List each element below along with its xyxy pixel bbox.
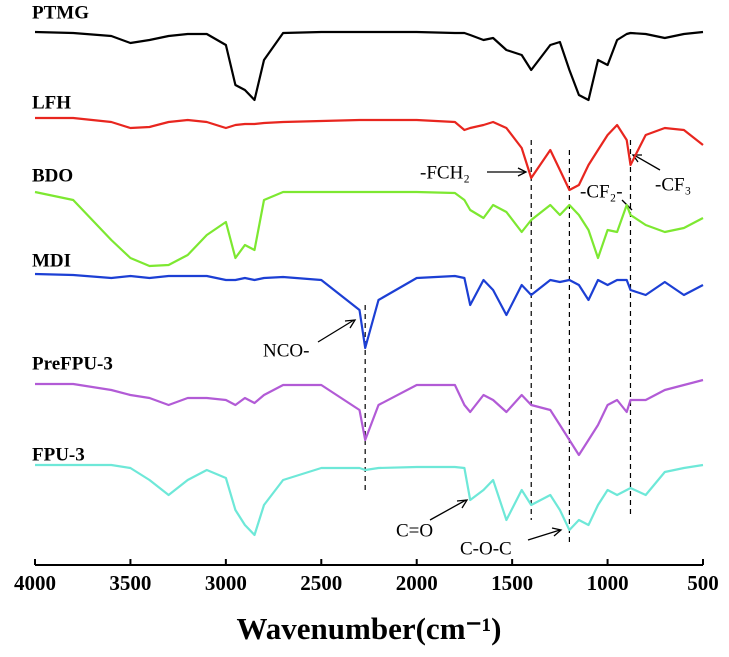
x-tick-label: 3500 (109, 571, 151, 595)
annotation-arrows (317, 154, 661, 541)
annotation: -FCH₂ (420, 162, 470, 183)
annotation: C=O (396, 520, 433, 541)
series-label: PTMG (32, 2, 89, 23)
x-tick-label: 1000 (587, 571, 629, 595)
series-label: FPU-3 (32, 444, 85, 465)
series-label: BDO (32, 165, 73, 186)
x-tick-label: 1500 (491, 571, 533, 595)
x-axis-title: Wavenumber(cm⁻¹) (237, 611, 502, 646)
spectrum-line (35, 463, 704, 537)
series-label: MDI (32, 250, 71, 271)
spectrum-line (35, 378, 704, 457)
spectrum-line (35, 116, 704, 192)
spectrum-line (34, 272, 704, 350)
annotation: -CF₃ (655, 174, 691, 195)
spectrum-line (34, 190, 704, 268)
x-tick-label: 4000 (14, 571, 56, 595)
x-tick-label: 3000 (205, 571, 247, 595)
x-tick-label: 2000 (396, 571, 438, 595)
annotation: -CF₂- (580, 181, 623, 202)
spectrum-line (34, 30, 704, 102)
series-label: LFH (32, 92, 71, 113)
series-label: PreFPU-3 (32, 353, 113, 374)
annotation: C-O-C (460, 538, 512, 559)
x-tick-label: 2500 (300, 571, 342, 595)
annotation: NCO- (263, 340, 309, 361)
x-tick-label: 500 (687, 571, 719, 595)
